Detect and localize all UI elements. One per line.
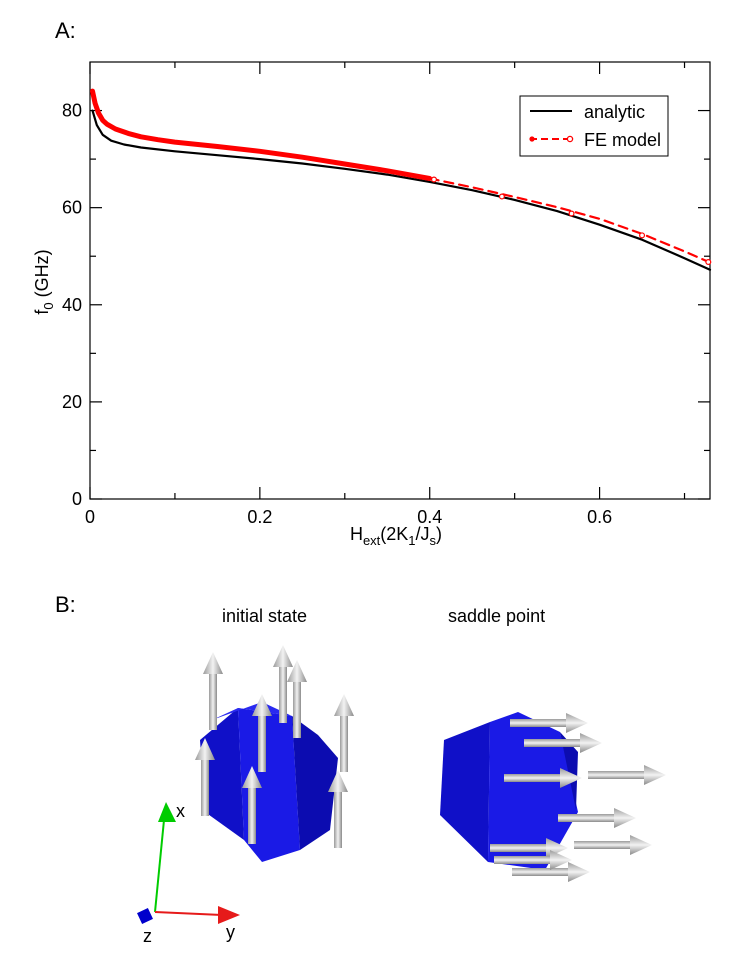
y-label-main: f — [32, 309, 52, 315]
initial-face-left — [200, 708, 244, 840]
x-axis-head — [158, 802, 176, 822]
y-tick-label: 0 — [72, 489, 82, 509]
initial-state-title: initial state — [222, 606, 308, 626]
coordinate-axes: x y z — [137, 801, 240, 946]
right-arrow-6 — [574, 835, 652, 855]
legend-marker-fe-left — [529, 136, 535, 142]
y-axis-letter: y — [226, 922, 235, 942]
axis-ticks: 0 0.2 0.4 0.6 0 20 40 60 80 — [62, 62, 710, 527]
legend-label-analytic: analytic — [584, 102, 645, 122]
z-axis-marker — [137, 908, 153, 924]
y-tick-label: 60 — [62, 198, 82, 218]
saddle-face-right — [518, 712, 578, 810]
saddle-face-left — [440, 722, 490, 862]
y-tick-label: 20 — [62, 392, 82, 412]
legend-marker-fe-right — [566, 135, 574, 143]
right-arrow-3 — [588, 765, 666, 785]
panel-b-label: B: — [55, 592, 76, 617]
x-label-slash: /J — [416, 524, 430, 544]
series-line-0 — [91, 109, 712, 271]
y-tick-label: 80 — [62, 101, 82, 121]
x-axis-line — [154, 819, 165, 913]
fe-marker — [639, 232, 646, 239]
x-label-sub-1: 1 — [408, 533, 415, 548]
plot-frame — [89, 61, 711, 500]
initial-face-top — [212, 702, 292, 720]
x-label-sub-ext: ext — [363, 533, 381, 548]
fe-marker — [568, 210, 575, 217]
x-tick-label: 0.4 — [417, 507, 442, 527]
x-tick-label: 0.6 — [587, 507, 612, 527]
y-label-rest: (GHz) — [32, 249, 52, 302]
saddle-point-title: saddle point — [448, 606, 546, 626]
x-axis-label: Hext(2K1/Js) — [350, 524, 442, 548]
initial-face-right — [292, 716, 338, 850]
x-tick-label: 0.2 — [247, 507, 272, 527]
z-axis-letter: z — [143, 926, 152, 946]
saddle-face-front — [488, 712, 578, 870]
up-arrow-1 — [203, 652, 223, 730]
legend: analytic FE model — [519, 95, 669, 157]
x-label-sub-s: s — [430, 533, 437, 548]
x-axis-letter: x — [176, 801, 185, 821]
panel-a-label: A: — [55, 18, 76, 43]
series-layer — [90, 88, 712, 271]
y-axis-label: f0 (GHz) — [32, 249, 56, 314]
marker-layer — [430, 176, 712, 266]
series-line-1 — [90, 88, 433, 181]
fe-marker — [705, 259, 712, 266]
x-tick-label: 0 — [85, 507, 95, 527]
y-tick-label: 40 — [62, 295, 82, 315]
x-label-close: ) — [436, 524, 442, 544]
fe-marker — [430, 176, 437, 183]
series-line-2 — [428, 177, 712, 264]
legend-box — [519, 95, 669, 157]
x-label-mid: (2K — [380, 524, 408, 544]
y-axis-head — [218, 906, 240, 924]
legend-label-fe: FE model — [584, 130, 661, 150]
saddle-point-grain — [440, 712, 578, 870]
x-label-main: H — [350, 524, 363, 544]
y-label-sub: 0 — [41, 302, 56, 309]
initial-state-grain — [200, 702, 338, 862]
y-axis-line — [154, 911, 223, 916]
fe-marker — [498, 193, 505, 200]
